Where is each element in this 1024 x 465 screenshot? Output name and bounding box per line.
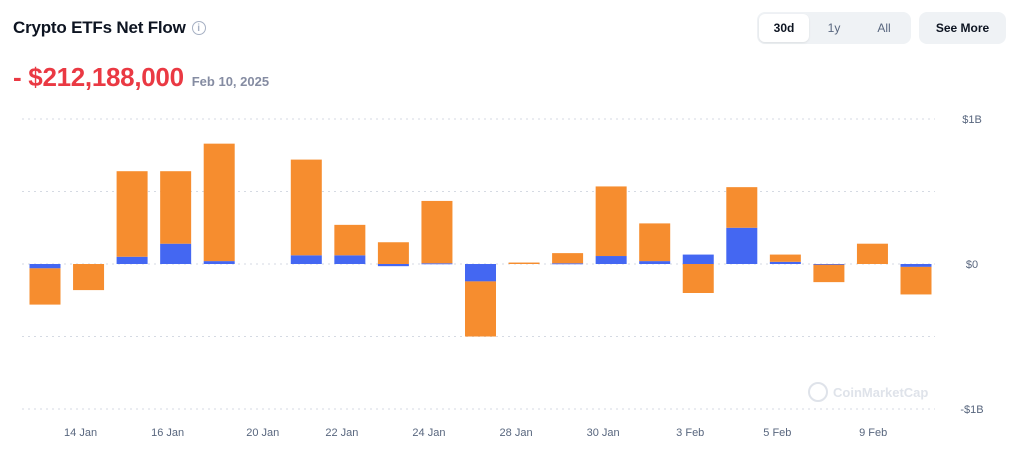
eth-bar [552, 263, 584, 265]
eth-bar [726, 227, 758, 264]
btc-bar [856, 243, 888, 264]
y-tick-label: $1B [962, 114, 982, 126]
y-tick-label: -$1B [960, 404, 983, 416]
eth-bar [160, 243, 192, 264]
btc-bar [639, 223, 671, 262]
btc-bar [595, 186, 627, 257]
eth-bar [377, 264, 409, 267]
coinmarketcap-logo-icon [808, 382, 828, 402]
range-1y-button[interactable]: 1y [827, 21, 841, 35]
range-all-button[interactable]: All [877, 21, 891, 35]
x-tick-label: 20 Jan [246, 427, 279, 439]
btc-bar [334, 224, 366, 256]
btc-bar [290, 159, 322, 256]
btc-bar [160, 171, 192, 244]
btc-bar [769, 254, 801, 262]
eth-bar [769, 261, 801, 264]
btc-bar [29, 268, 61, 305]
btc-bar [377, 242, 409, 264]
summary-row: - $212,188,000 Feb 10, 2025 [13, 62, 269, 93]
net-flow-date: Feb 10, 2025 [191, 74, 270, 89]
btc-bar [682, 264, 714, 293]
watermark-text: CoinMarketCap [833, 384, 929, 400]
x-tick-label: 22 Jan [325, 427, 358, 439]
x-tick-label: 24 Jan [412, 427, 445, 439]
x-tick-label: 16 Jan [151, 427, 184, 439]
eth-bar [813, 264, 845, 265]
btc-bar [552, 253, 584, 264]
eth-bar [900, 264, 932, 267]
chart-header: Crypto ETFs Net Flow i [13, 18, 206, 38]
net-flow-value: - $212,188,000 [13, 62, 184, 92]
btc-bar [813, 264, 845, 283]
eth-bar [421, 263, 453, 265]
btc-bar [116, 171, 148, 257]
btc-bar [508, 262, 540, 264]
y-tick-label: $0 [966, 259, 978, 271]
coinmarketcap-watermark: CoinMarketCap [808, 382, 928, 402]
x-tick-label: 14 Jan [64, 427, 97, 439]
x-tick-label: 28 Jan [500, 427, 533, 439]
x-tick-label: 9 Feb [859, 427, 887, 439]
x-tick-label: 30 Jan [587, 427, 620, 439]
eth-bar [116, 256, 148, 264]
btc-bar [465, 281, 496, 337]
net-flow-chart: $1B $0 -$1B 14 Jan 16 Jan 20 Jan 22 Jan 24 Jan 2… [22, 114, 984, 439]
btc-bar [73, 264, 105, 291]
eth-bar [465, 264, 496, 282]
time-range-selector: 30d 1y All [757, 12, 911, 44]
btc-bar [900, 266, 932, 295]
eth-bar [334, 255, 366, 264]
eth-bar [682, 254, 714, 264]
eth-bar [203, 261, 235, 264]
eth-bar [639, 261, 671, 264]
btc-bar [726, 187, 758, 228]
range-30d-button[interactable]: 30d [759, 14, 809, 42]
eth-bar [290, 255, 322, 264]
btc-bar [203, 143, 235, 262]
eth-bar [29, 264, 61, 269]
chart-title: Crypto ETFs Net Flow [13, 18, 186, 37]
see-more-button[interactable]: See More [919, 12, 1006, 44]
eth-bar [595, 256, 627, 264]
x-tick-label: 5 Feb [763, 427, 791, 439]
info-icon[interactable]: i [191, 21, 206, 35]
x-tick-label: 3 Feb [676, 427, 704, 439]
btc-bar [421, 200, 453, 264]
